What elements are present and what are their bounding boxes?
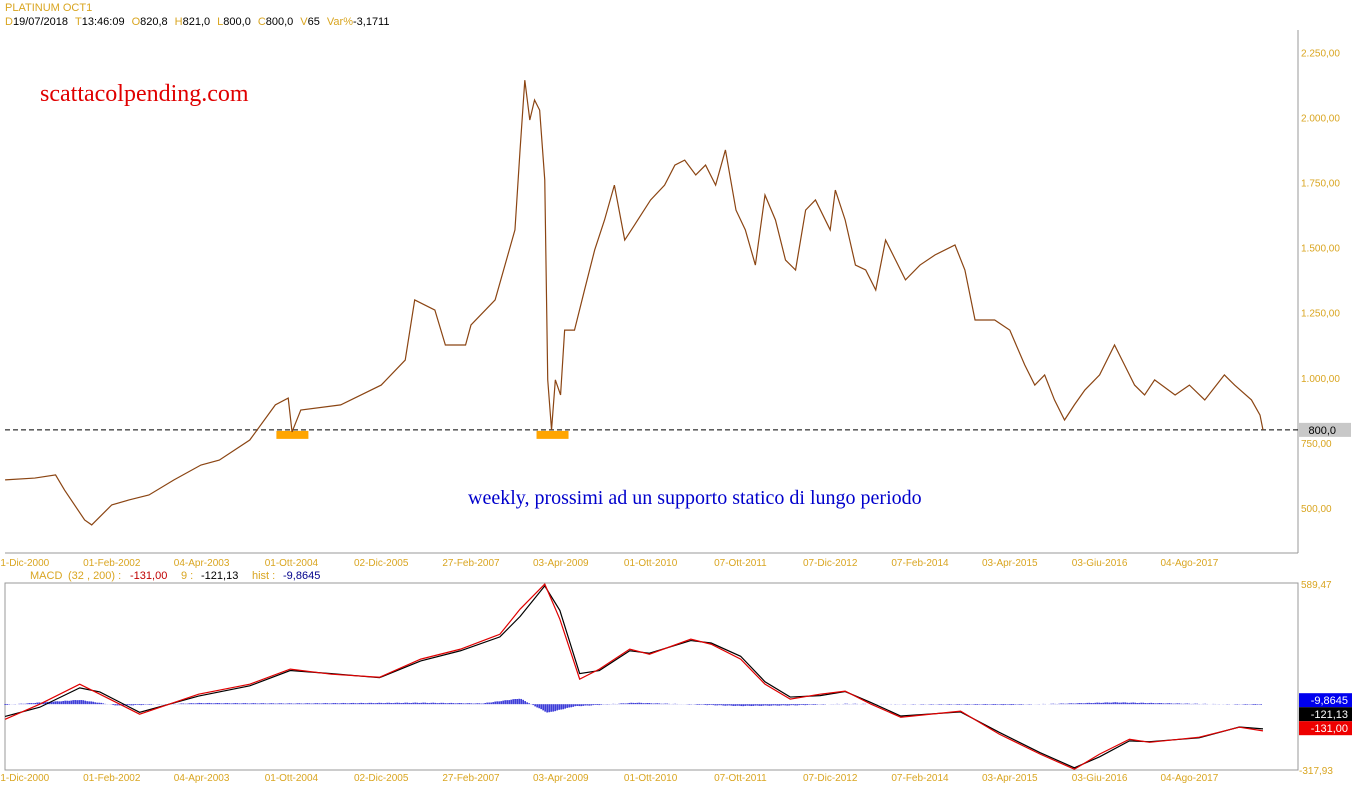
macd-x-tick-label: 02-Dic-2005 [354,773,409,784]
price-y-tick-label: 750,00 [1301,439,1332,450]
chart-header: PLATINUM OCT1 D19/07/2018 T13:46:09 O820,8… [5,1,396,29]
field-key: O [131,16,141,28]
price-x-tick-label: 01-Ott-2010 [624,558,678,569]
price-x-tick-label: 07-Dic-2012 [803,558,858,569]
macd-params: (32 , 200) : [68,570,121,582]
macd-x-tick-label: 07-Feb-2014 [891,773,949,784]
field-value: -3,1711 [352,16,390,28]
macd-x-tick-label: 07-Ott-2011 [714,773,767,784]
signal-value: -121,13 [201,570,238,582]
field-key: L [217,16,224,28]
price-y-tick-label: 1.250,00 [1301,309,1340,320]
price-y-tick-label: 1.750,00 [1301,179,1340,190]
price-y-tick-label: 2.250,00 [1301,48,1340,59]
price-x-tick-label: 27-Feb-2007 [442,558,500,569]
macd-x-tick-label: 03-Giu-2016 [1072,773,1128,784]
field-value: 800,0 [223,16,251,28]
price-y-tick-label: 2.000,00 [1301,113,1340,124]
signal-value-box [1299,707,1352,722]
price-y-tick-label: 1.500,00 [1301,244,1340,255]
price-x-tick-label: 04-Apr-2003 [174,558,230,569]
macd-y-min-label: -317,93 [1299,766,1333,777]
macd-x-tick-label: 07-Dic-2012 [803,773,858,784]
hist-value: -9,8645 [283,570,320,582]
price-y-tick-label: 1.000,00 [1301,374,1340,385]
price-x-tick-label: 01-Feb-2002 [83,558,141,569]
field-key: V [300,16,308,28]
ohlc-readout: D19/07/2018 T13:46:09 O820,8 H821,0 L800,0 C8… [5,15,396,29]
field-key: Var% [326,16,353,28]
hist-value-box [1299,693,1352,708]
field-value: 65 [307,16,320,28]
price-x-tick-label: 04-Ago-2017 [1160,558,1218,569]
macd-line [4,583,1264,770]
macd-y-max-label: 589,47 [1301,580,1332,591]
macd-x-tick-label: 03-Apr-2015 [982,773,1038,784]
macd-panel: 589,47 -317,93 01-Dic-2000 01-Feb-2002 04-Ap… [0,580,1352,784]
macd-x-tick-label: 04-Apr-2003 [174,773,230,784]
field-key: H [174,16,183,28]
macd-x-tick-label: 03-Apr-2009 [533,773,589,784]
instrument-title: PLATINUM OCT1 [5,2,93,14]
macd-x-tick-label: 01-Dic-2000 [0,773,50,784]
macd-x-tick-label: 27-Feb-2007 [442,773,500,784]
macd-value: -131,00 [130,570,167,582]
macd-legend: MACD (32 , 200) : -131,00 9 : -121,13 hi… [30,570,320,582]
field-key: C [257,16,266,28]
macd-value-box-label: -131,00 [1311,723,1348,735]
signal-value-box-label: -121,13 [1311,709,1348,721]
price-x-tick-label: 03-Apr-2009 [533,558,589,569]
field-key: T [75,16,82,28]
macd-frame [4,582,1299,771]
annotation-text: weekly, prossimi ad un supporto statico … [468,487,922,509]
field-value: 19/07/2018 [12,16,69,28]
price-x-tick-label: 07-Ott-2011 [714,558,767,569]
last-price-box [1299,422,1351,437]
macd-label: MACD [30,570,62,582]
price-series-line [5,80,1264,526]
price-y-tick-label: 500,00 [1301,504,1332,515]
price-x-tick-label: 01-Dic-2000 [0,558,50,569]
hist-label: hist : [252,570,275,582]
watermark: scattacolpending.com [40,81,249,107]
price-x-tick-label: 03-Apr-2015 [982,558,1038,569]
field-value: 820,8 [140,16,168,28]
price-panel: 500,00 750,00 1.000,00 1.250,00 1.500,00 1.75… [0,30,1351,569]
field-key: D [5,16,13,28]
field-value: 13:46:09 [81,16,125,28]
macd-value-box [1299,721,1352,736]
signal-line [4,584,1264,769]
price-x-tick-label: 07-Feb-2014 [891,558,949,569]
price-x-tick-label: 03-Giu-2016 [1072,558,1128,569]
support-touch-marker [276,430,309,439]
macd-x-tick-label: 01-Ott-2010 [624,773,678,784]
price-x-tick-label: 02-Dic-2005 [354,558,409,569]
field-value: 800,0 [265,16,294,28]
macd-x-tick-label: 04-Ago-2017 [1160,773,1218,784]
hist-value-box-label: -9,8645 [1311,695,1348,707]
field-value: 821,0 [182,16,211,28]
macd-x-tick-label: 01-Ott-2004 [265,773,319,784]
macd-x-tick-label: 01-Feb-2002 [83,773,141,784]
signal-label: 9 : [181,570,193,582]
price-x-tick-label: 01-Ott-2004 [265,558,319,569]
last-price-label: 800,0 [1308,425,1336,437]
support-touch-marker [536,430,569,439]
